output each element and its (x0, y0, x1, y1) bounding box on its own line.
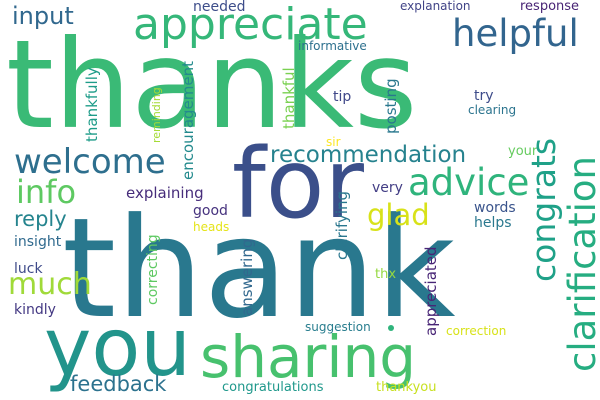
word-reply: reply (14, 207, 67, 231)
word-much: much (8, 267, 92, 302)
word-correcting: correcting (145, 234, 161, 305)
word-you: you (44, 301, 191, 394)
word-thankfully: thankfully (83, 67, 101, 142)
word-for: for (232, 128, 364, 240)
word-good: good (193, 203, 228, 219)
word-heads: heads (193, 220, 230, 234)
word-your: your (508, 144, 538, 159)
word-suggestion: suggestion (305, 320, 371, 334)
word-helpful: helpful (452, 12, 579, 55)
word-clarification: clarification (561, 156, 600, 372)
word-needed: needed (193, 0, 246, 15)
word-appreciated: appreciated (422, 246, 440, 336)
word-sharing: sharing (200, 323, 417, 391)
word-explanation: explanation (400, 0, 471, 13)
word-thanks: thanks (6, 14, 418, 156)
word-thx: thx (375, 267, 397, 282)
word-encouragement: encouragement (179, 60, 197, 180)
word-glad: glad (367, 198, 430, 232)
word-info: info (16, 173, 77, 211)
word-insight: insight (14, 234, 62, 250)
word-very: very (372, 180, 403, 196)
word-informative: informative (298, 39, 367, 53)
word-correction: correction (446, 324, 507, 338)
word-kindly: kindly (14, 302, 56, 318)
word-congratulations: congratulations (222, 380, 324, 395)
word-recommendation: recommendation (270, 142, 467, 168)
word-welcome: welcome (14, 142, 166, 182)
word-feedback: feedback (70, 372, 167, 396)
word-words: words (474, 200, 516, 216)
word-luck: luck (14, 261, 43, 277)
word-congrats: congrats (524, 137, 563, 282)
word-helps: helps (474, 215, 512, 231)
word-advice: advice (408, 161, 530, 204)
word-reminding: reminding (150, 87, 163, 143)
word-tip: tip (333, 89, 352, 105)
word-thankful: thankful (280, 67, 298, 129)
word-sir: sir (326, 135, 341, 149)
word-try: try (474, 88, 494, 104)
word-thankyou: thankyou (376, 380, 437, 395)
word-input: input (12, 2, 74, 30)
word-answering: answering (238, 238, 256, 316)
word-thank: thank (62, 188, 456, 349)
word-response: response (520, 0, 580, 14)
word-clearing: clearing (468, 103, 517, 117)
dot-mark (388, 325, 394, 331)
word-explaining: explaining (126, 184, 204, 202)
word-appreciate: appreciate (133, 0, 368, 50)
word-clarifying: clarifying (333, 190, 351, 260)
word-posting: posting (382, 78, 400, 134)
